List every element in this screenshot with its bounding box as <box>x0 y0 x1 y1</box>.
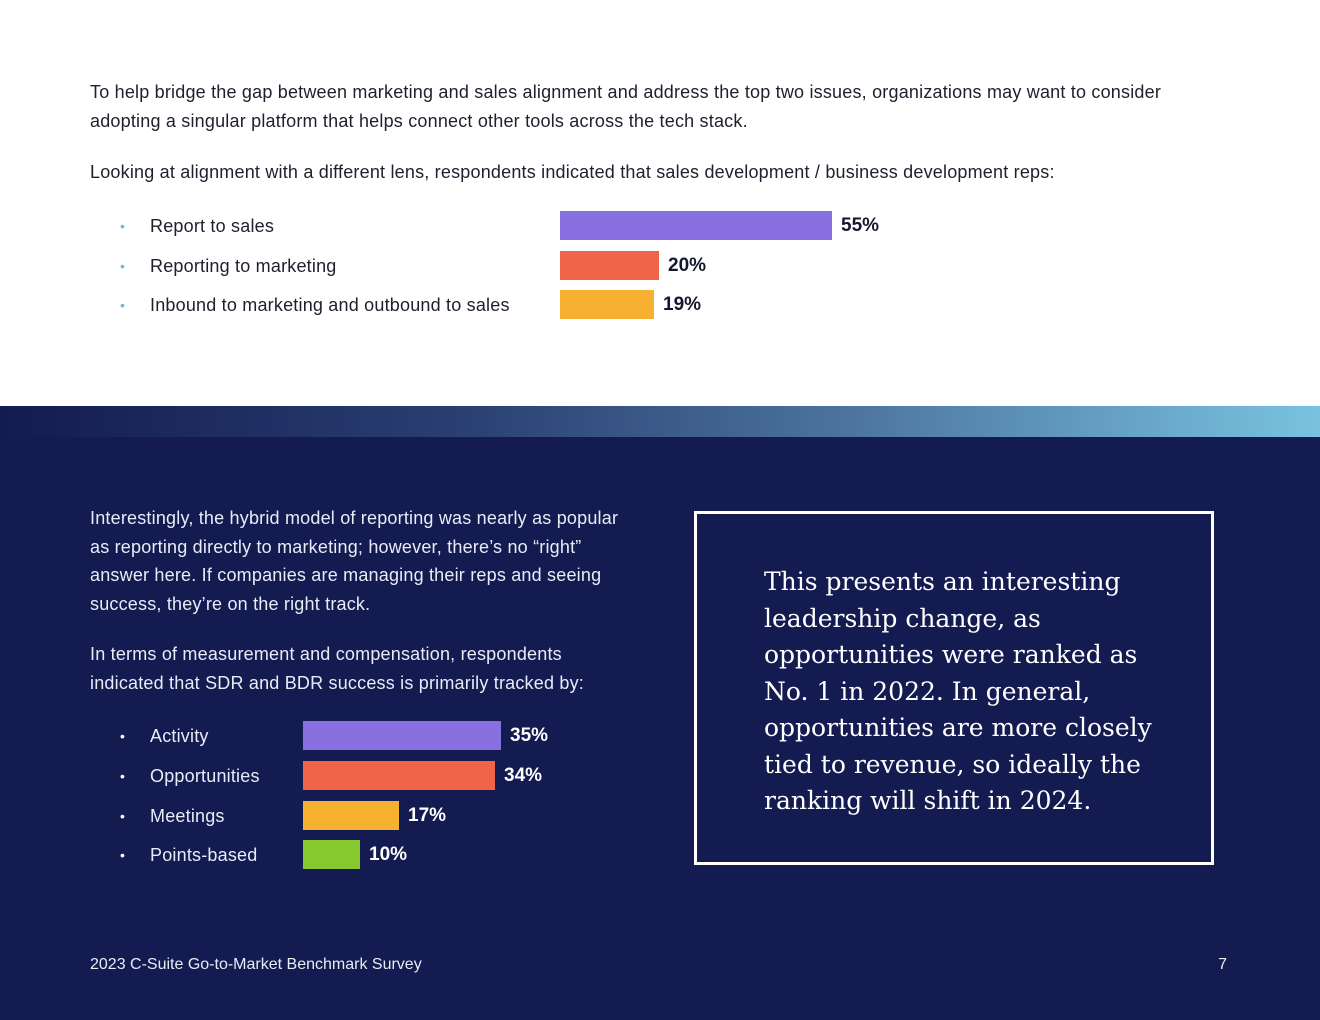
bar-label: Activity <box>150 726 209 746</box>
callout-box: This presents an interesting leadership … <box>694 511 1214 865</box>
page-number: 7 <box>1218 956 1227 973</box>
bullet-dot: • <box>120 258 125 274</box>
bullet-dot: • <box>120 297 125 313</box>
callout-text: This presents an interesting leadership … <box>764 567 1152 815</box>
bar-label: Report to sales <box>150 216 275 236</box>
bullet-dot: • <box>120 728 125 744</box>
bar <box>560 211 832 240</box>
bar-value-label: 17% <box>408 805 447 826</box>
bottom-section: Interestingly, the hybrid model of repor… <box>0 437 1320 1020</box>
bar-label: Meetings <box>150 806 225 826</box>
bottom-paragraph-2: In terms of measurement and compensation… <box>90 644 584 693</box>
bar <box>560 251 659 280</box>
bar-value-label: 10% <box>369 844 408 865</box>
footer-title: 2023 C-Suite Go-to-Market Benchmark Surv… <box>90 956 422 973</box>
top-section: To help bridge the gap between marketing… <box>0 0 1320 406</box>
bar-label: Reporting to marketing <box>150 256 337 276</box>
bar-label: Opportunities <box>150 766 260 786</box>
gradient-divider-band <box>0 406 1320 437</box>
bullet-dot: • <box>120 808 125 824</box>
bar <box>303 801 399 830</box>
bar <box>560 290 654 319</box>
intro-paragraph-1: To help bridge the gap between marketing… <box>90 82 1162 131</box>
bar-label: Inbound to marketing and outbound to sal… <box>150 295 510 315</box>
bullet-dot: • <box>120 768 125 784</box>
bar-value-label: 19% <box>663 294 702 315</box>
intro-paragraph-2: Looking at alignment with a different le… <box>90 162 1055 182</box>
bar-value-label: 55% <box>841 215 880 236</box>
bar <box>303 761 495 790</box>
bar-label: Points-based <box>150 845 258 865</box>
bar <box>303 840 360 869</box>
bar-value-label: 35% <box>510 725 549 746</box>
bar-value-label: 20% <box>668 255 707 276</box>
bullet-dot: • <box>120 847 125 863</box>
bullet-dot: • <box>120 218 125 234</box>
bar-value-label: 34% <box>504 765 543 786</box>
bar <box>303 721 501 750</box>
bottom-paragraph-1: Interestingly, the hybrid model of repor… <box>90 508 619 614</box>
